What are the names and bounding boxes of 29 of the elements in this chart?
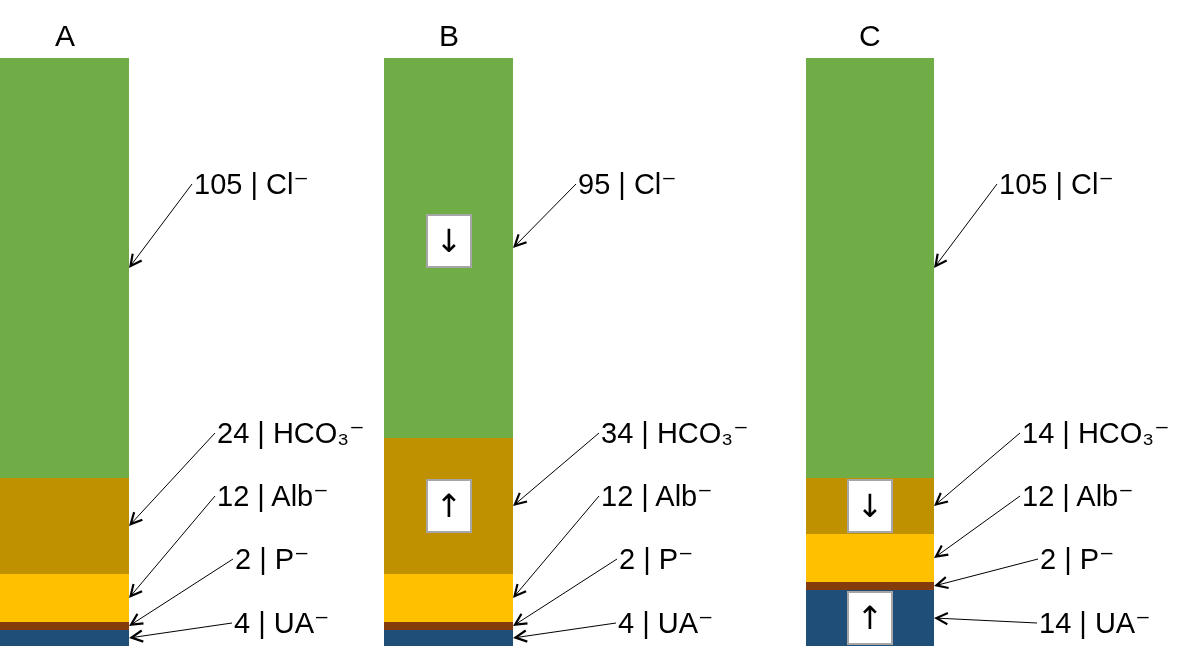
data-label: 34 | HCO₃⁻: [601, 417, 749, 449]
bar: [0, 478, 129, 574]
data-label: 14 | HCO₃⁻: [1022, 417, 1170, 449]
bar: [384, 58, 513, 438]
data-label: 105 | Cl⁻: [194, 168, 309, 200]
annotation: ↑: [856, 599, 884, 637]
annotation: ↑: [435, 487, 463, 525]
bar: [806, 534, 934, 582]
data-label: 12 | Alb⁻: [1022, 480, 1134, 512]
data-label: 4 | UA⁻: [618, 607, 714, 639]
chart-title: A: [55, 19, 76, 52]
data-label: 24 | HCO₃⁻: [217, 417, 365, 449]
data-label: 95 | Cl⁻: [578, 168, 677, 200]
chart-title: B: [439, 19, 460, 52]
data-label: 2 | P⁻: [1040, 543, 1115, 575]
bar: [0, 58, 129, 478]
data-label: 105 | Cl⁻: [999, 168, 1114, 200]
bar: [384, 574, 513, 622]
annotation: ↓: [435, 222, 463, 260]
data-label: 2 | P⁻: [619, 543, 694, 575]
annotation: ↓: [856, 487, 884, 525]
data-label: 4 | UA⁻: [234, 607, 330, 639]
bar: [806, 58, 934, 478]
data-label: 12 | Alb⁻: [217, 480, 329, 512]
data-label: 2 | P⁻: [235, 543, 310, 575]
bar: [0, 574, 129, 622]
data-label: 14 | UA⁻: [1039, 607, 1151, 639]
data-label: 12 | Alb⁻: [601, 480, 713, 512]
chart-title: C: [859, 19, 881, 52]
